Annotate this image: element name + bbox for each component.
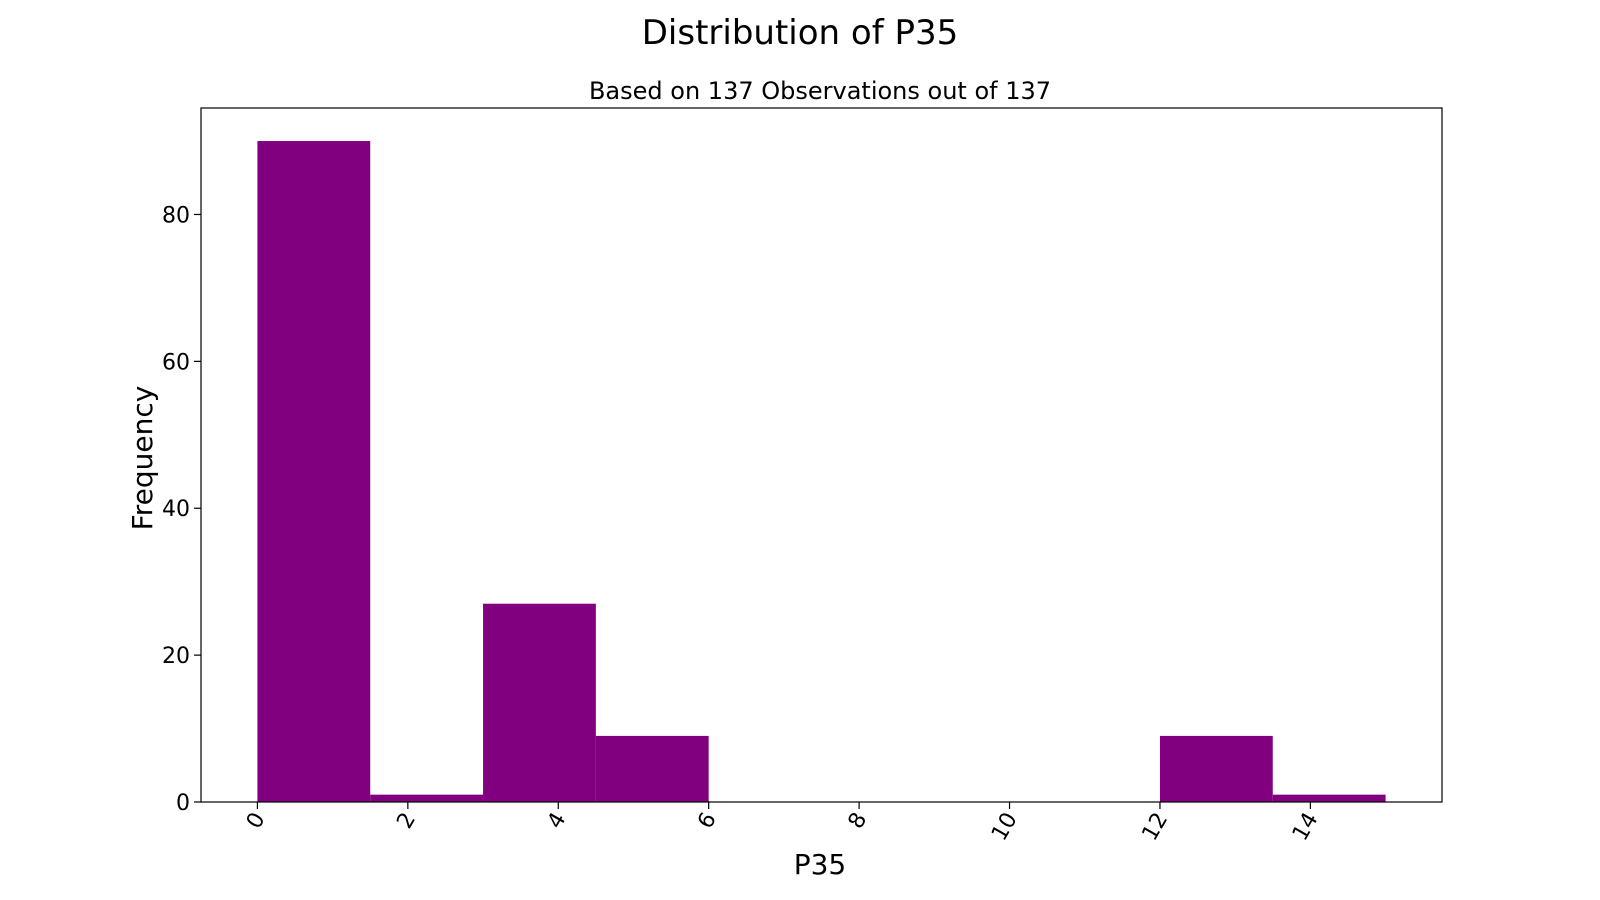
y-tick-label: 60 xyxy=(162,350,190,375)
histogram-bar-3 xyxy=(595,735,709,802)
x-tick-label: 10 xyxy=(987,809,1023,846)
y-tick-label: 80 xyxy=(162,203,190,228)
chart-subtitle: Based on 137 Observations out of 137 xyxy=(589,77,1051,105)
x-tick-label: 0 xyxy=(242,809,271,834)
y-axis-label: Frequency xyxy=(126,386,159,531)
x-tick-label: 12 xyxy=(1138,809,1174,846)
y-tick-label: 40 xyxy=(162,497,190,522)
x-tick-label: 14 xyxy=(1288,809,1324,846)
x-tick-label: 6 xyxy=(693,809,722,834)
plot-frame xyxy=(200,107,1443,803)
y-tick-label: 20 xyxy=(162,644,190,669)
histogram-bar-0 xyxy=(257,141,371,803)
bars-layer xyxy=(257,141,1386,803)
histogram-bar-2 xyxy=(483,603,596,802)
x-tick-label: 8 xyxy=(844,809,873,834)
chart-title: Distribution of P35 xyxy=(642,13,959,53)
histogram-bar-9 xyxy=(1272,794,1386,802)
histogram-bar-1 xyxy=(370,794,484,802)
x-tick-label: 4 xyxy=(543,809,572,834)
y-tick-label: 0 xyxy=(176,791,190,816)
x-tick-label: 2 xyxy=(392,809,421,834)
histogram-bar-8 xyxy=(1159,735,1273,802)
x-axis-label: P35 xyxy=(794,848,847,881)
